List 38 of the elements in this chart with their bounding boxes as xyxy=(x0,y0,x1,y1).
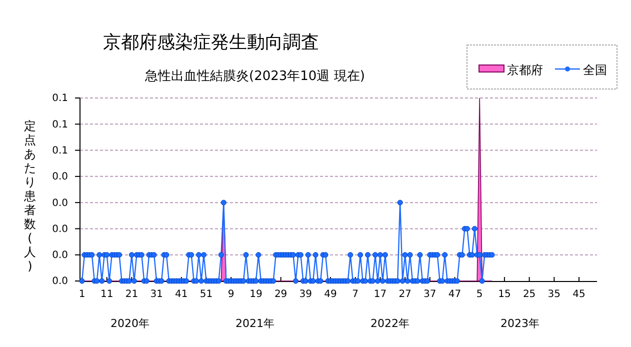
x-tick-label: 15 xyxy=(498,289,511,300)
y-tick-label: 0.1 xyxy=(52,93,68,104)
x-tick-label: 17 xyxy=(374,289,387,300)
x-tick-label: 21 xyxy=(125,289,138,300)
x-tick-label: 45 xyxy=(572,289,586,300)
x-tick-label: 29 xyxy=(274,289,288,300)
x-tick-label: 35 xyxy=(548,289,561,300)
y-tick-label: 0.0 xyxy=(52,224,68,235)
legend-label: 全国 xyxy=(583,63,607,77)
x-tick-label: 47 xyxy=(448,289,462,300)
x-tick-label: 39 xyxy=(299,289,312,300)
x-tick-label: 25 xyxy=(522,289,536,300)
x-tick-label: 7 xyxy=(352,289,359,300)
x-tick-label: 11 xyxy=(100,289,114,300)
x-tick-label: 31 xyxy=(150,289,163,300)
legend-label: 京都府 xyxy=(507,63,543,77)
y-tick-label: 0.0 xyxy=(52,198,68,209)
y-tick-label: 0.1 xyxy=(52,145,68,156)
y-tick-label: 0.0 xyxy=(52,276,68,288)
x-tick-label: 19 xyxy=(250,289,262,300)
y-tick-label: 0.0 xyxy=(52,172,68,183)
x-tick-label: 1 xyxy=(78,289,86,300)
text: 定点あたり患者数(人) xyxy=(24,119,36,273)
x-tick-label: 9 xyxy=(228,289,234,300)
chart-title: 京都府感染症発生動向調査 xyxy=(103,32,319,53)
x-tick-label: 27 xyxy=(398,289,412,300)
text: 2021年 xyxy=(236,317,274,330)
text: 2023年 xyxy=(500,317,540,330)
text: 2022年 xyxy=(370,317,410,330)
y-tick-label: 0.0 xyxy=(52,250,68,262)
x-tick-label: 5 xyxy=(476,289,483,300)
x-tick-label: 41 xyxy=(175,289,188,300)
text: 2020年 xyxy=(110,317,150,330)
y-tick-label: 0.1 xyxy=(52,119,68,130)
chart-subtitle: 急性出血性結膜炎(2023年10週 現在) xyxy=(144,69,365,84)
x-tick-label: 49 xyxy=(324,289,337,300)
x-tick-label: 37 xyxy=(424,289,436,300)
x-tick-label: 51 xyxy=(200,289,213,300)
